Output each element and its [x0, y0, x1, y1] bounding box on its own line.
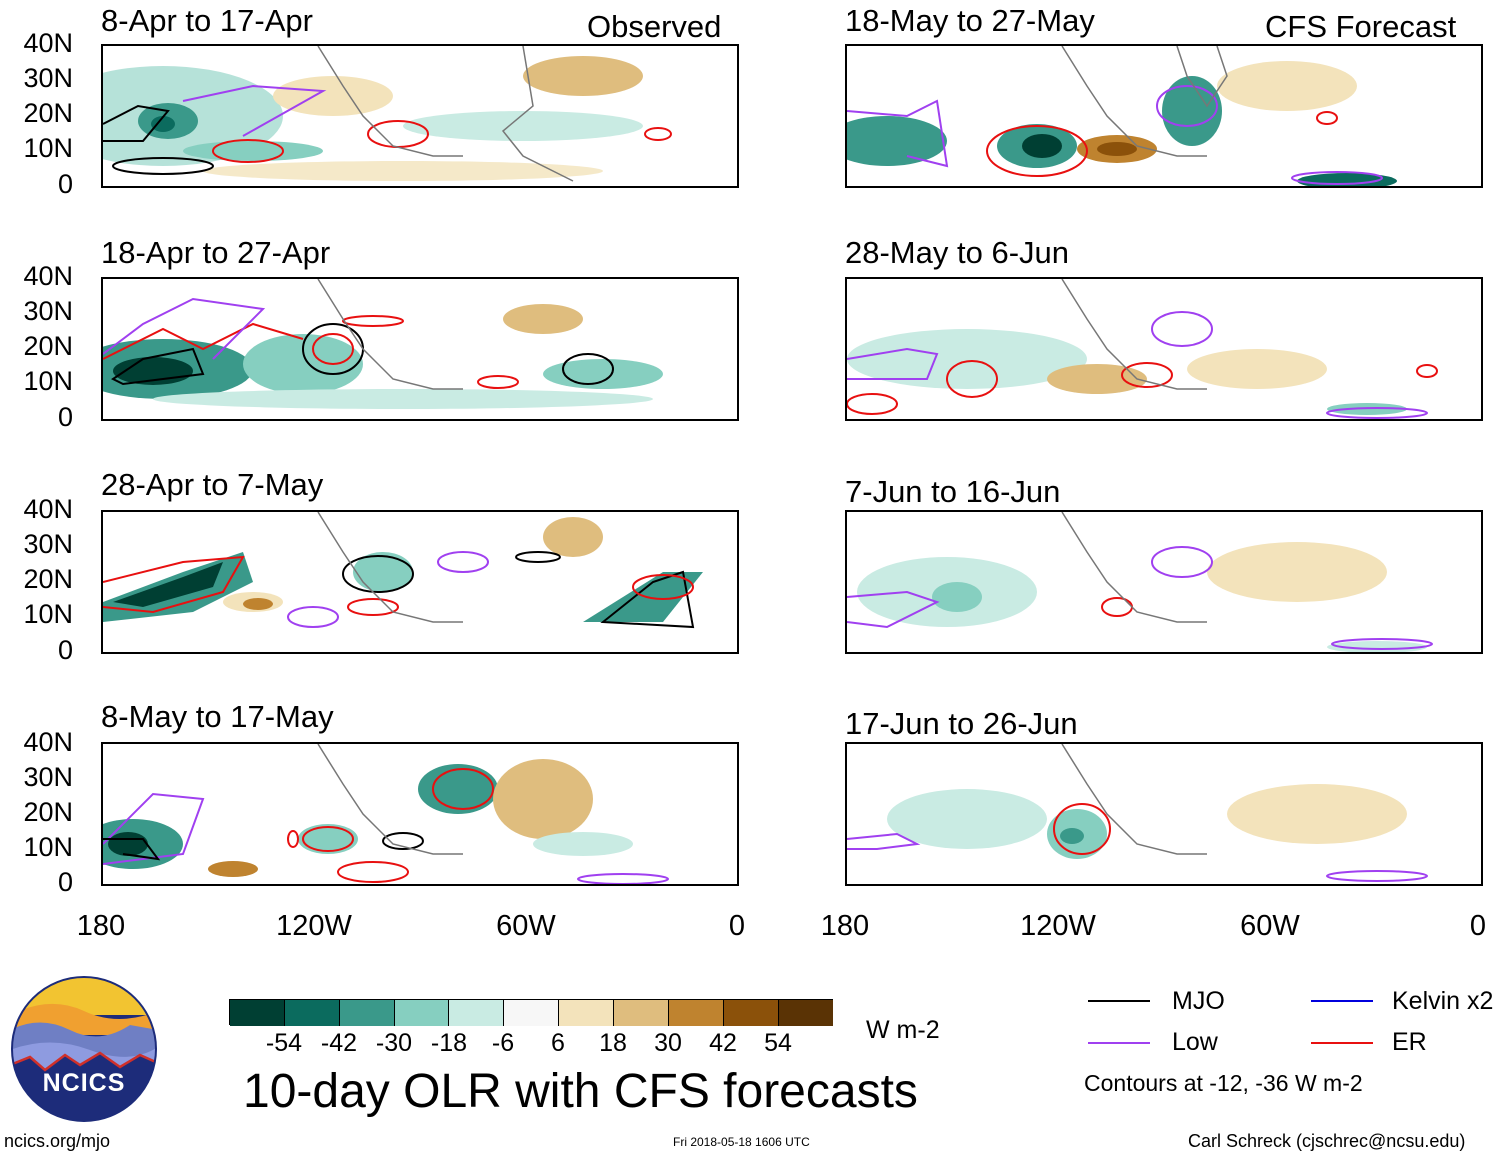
- colorbar-label: 18: [599, 1029, 627, 1057]
- y-tick-label: 10N: [23, 832, 73, 862]
- y-tick-label: 20N: [23, 331, 73, 361]
- y-tick-label: 10N: [23, 366, 73, 396]
- y-tick-label: 20N: [23, 797, 73, 827]
- y-tick-label: 30N: [23, 762, 73, 792]
- colorbar-label: -18: [430, 1029, 468, 1057]
- map-panel-forecast-3: [845, 510, 1483, 654]
- colorbar-swatch: [504, 1000, 559, 1026]
- legend-line-mjo: [1088, 1000, 1150, 1002]
- map-svg: [847, 279, 1438, 419]
- map-panel-observed-4: [101, 742, 739, 886]
- x-tick-label: 180: [76, 910, 126, 942]
- colorbar-swatch: [669, 1000, 724, 1026]
- main-title: 10-day OLR with CFS forecasts: [243, 1065, 918, 1118]
- map-svg: [847, 46, 1397, 186]
- y-tick-label: 40N: [23, 727, 73, 757]
- y-tick-label: 40N: [23, 494, 73, 524]
- ncics-logo: NCICS: [10, 975, 158, 1123]
- legend-line-kelvin: [1311, 1000, 1373, 1002]
- panel-title: 28-Apr to 7-May: [101, 467, 324, 502]
- map-panel-forecast-2: [845, 277, 1483, 421]
- x-tick-label: 60W: [496, 910, 556, 942]
- colorbar-swatch: [395, 1000, 449, 1026]
- colorbar-label: 6: [551, 1029, 565, 1057]
- panel-title: 8-May to 17-May: [101, 699, 334, 734]
- colorbar-label: -54: [265, 1029, 303, 1057]
- footer-url: ncics.org/mjo: [4, 1131, 111, 1151]
- colorbar-label: -42: [320, 1029, 358, 1057]
- map-panel-forecast-4: [845, 742, 1483, 886]
- map-panel-observed-1: [101, 44, 739, 188]
- panel-title: 28-May to 6-Jun: [845, 235, 1069, 270]
- legend-label-low: Low: [1172, 1028, 1218, 1056]
- y-tick-label: 20N: [23, 564, 73, 594]
- map-svg: [847, 744, 1428, 882]
- colorbar-label: 30: [654, 1029, 682, 1057]
- colorbar: [229, 999, 833, 1026]
- map-svg: [103, 512, 703, 629]
- y-tick-label: 20N: [23, 98, 73, 128]
- map-svg: [103, 46, 672, 182]
- x-tick-label: 120W: [276, 910, 352, 942]
- map-svg: [847, 512, 1433, 652]
- panel-title: 8-Apr to 17-Apr: [101, 3, 313, 38]
- footer-timestamp: Fri 2018-05-18 1606 UTC: [673, 1135, 810, 1149]
- colorbar-swatch: [449, 1000, 504, 1026]
- forecast-header: CFS Forecast: [1265, 9, 1457, 44]
- colorbar-swatch: [230, 1000, 285, 1026]
- colorbar-swatch: [614, 1000, 669, 1026]
- legend-line-low: [1088, 1042, 1150, 1044]
- map-panel-forecast-1: [845, 44, 1483, 188]
- legend-label-er: ER: [1392, 1028, 1427, 1056]
- y-tick-label: 10N: [23, 133, 73, 163]
- logo-svg: [11, 976, 157, 1122]
- colorbar-label: -6: [491, 1029, 515, 1057]
- y-tick-label: 0: [57, 169, 73, 199]
- colorbar-swatch: [724, 1000, 779, 1026]
- x-tick-label: 0: [1469, 910, 1487, 942]
- x-tick-label: 0: [728, 910, 746, 942]
- legend-label-kelvin: Kelvin x2: [1392, 987, 1494, 1015]
- panel-title: 18-Apr to 27-Apr: [101, 235, 331, 270]
- x-tick-label: 60W: [1240, 910, 1300, 942]
- map-panel-observed-2: [101, 277, 739, 421]
- y-tick-label: 10N: [23, 599, 73, 629]
- footer-author: Carl Schreck (cjschrec@ncsu.edu): [1188, 1131, 1466, 1151]
- map-svg: [103, 744, 669, 884]
- y-tick-label: 40N: [23, 261, 73, 291]
- y-tick-label: 0: [57, 867, 73, 897]
- colorbar-label: 42: [709, 1029, 737, 1057]
- colorbar-label: 54: [764, 1029, 792, 1057]
- colorbar-label: -30: [375, 1029, 413, 1057]
- logo-text: NCICS: [42, 1069, 126, 1097]
- y-tick-label: 30N: [23, 63, 73, 93]
- panel-title: 18-May to 27-May: [845, 3, 1095, 38]
- colorbar-swatch: [559, 1000, 614, 1026]
- observed-header: Observed: [587, 9, 722, 44]
- x-tick-label: 120W: [1020, 910, 1096, 942]
- y-tick-label: 0: [57, 635, 73, 665]
- colorbar-swatch: [285, 1000, 340, 1026]
- y-tick-label: 0: [57, 402, 73, 432]
- map-panel-observed-3: [101, 510, 739, 654]
- map-svg: [103, 279, 663, 409]
- y-tick-label: 40N: [23, 28, 73, 58]
- y-tick-label: 30N: [23, 296, 73, 326]
- colorbar-units: W m-2: [866, 1016, 940, 1044]
- y-tick-label: 30N: [23, 529, 73, 559]
- panel-title: 17-Jun to 26-Jun: [845, 706, 1078, 741]
- colorbar-swatch: [340, 1000, 395, 1026]
- legend-note: Contours at -12, -36 W m-2: [1084, 1070, 1363, 1096]
- panel-title: 7-Jun to 16-Jun: [845, 474, 1061, 509]
- legend-line-er: [1311, 1042, 1373, 1044]
- x-tick-label: 180: [820, 910, 870, 942]
- colorbar-swatch: [779, 1000, 833, 1026]
- legend-label-mjo: MJO: [1172, 987, 1225, 1015]
